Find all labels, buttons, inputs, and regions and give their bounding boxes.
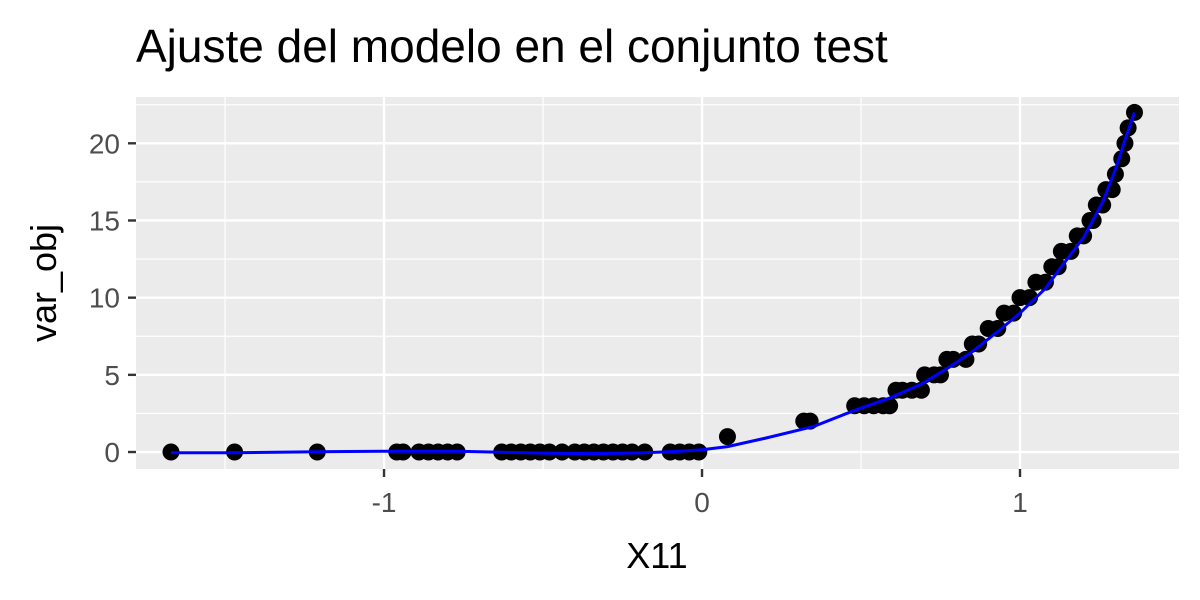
data-point [718, 428, 736, 446]
y-tick-label: 20 [89, 128, 120, 159]
data-point [690, 443, 708, 461]
data-point [1036, 273, 1054, 291]
y-tick-label: 0 [104, 437, 120, 468]
plot-panel [136, 97, 1179, 469]
y-axis-title: var_obj [23, 224, 64, 342]
data-point [989, 320, 1007, 338]
grid-lines [136, 97, 1179, 469]
y-axis: 0 5 10 15 20 [89, 128, 136, 468]
x-tick-label: 0 [694, 487, 710, 518]
data-point [944, 350, 962, 368]
x-axis: -1 0 1 [372, 469, 1028, 518]
x-tick-label: -1 [372, 487, 397, 518]
data-point [1005, 304, 1023, 322]
y-tick-label: 15 [89, 205, 120, 236]
data-point [1021, 289, 1039, 307]
data-point [881, 397, 899, 415]
x-tick-label: 1 [1012, 487, 1028, 518]
y-tick-label: 10 [89, 283, 120, 314]
fit-line [171, 111, 1136, 456]
data-point [957, 350, 975, 368]
data-point [162, 443, 180, 461]
y-tick-label: 5 [104, 360, 120, 391]
x-axis-title: X11 [626, 535, 687, 576]
fit-line-layer [171, 111, 1136, 456]
data-point [1049, 258, 1067, 276]
chart-title: Ajuste del modelo en el conjunto test [136, 20, 888, 72]
